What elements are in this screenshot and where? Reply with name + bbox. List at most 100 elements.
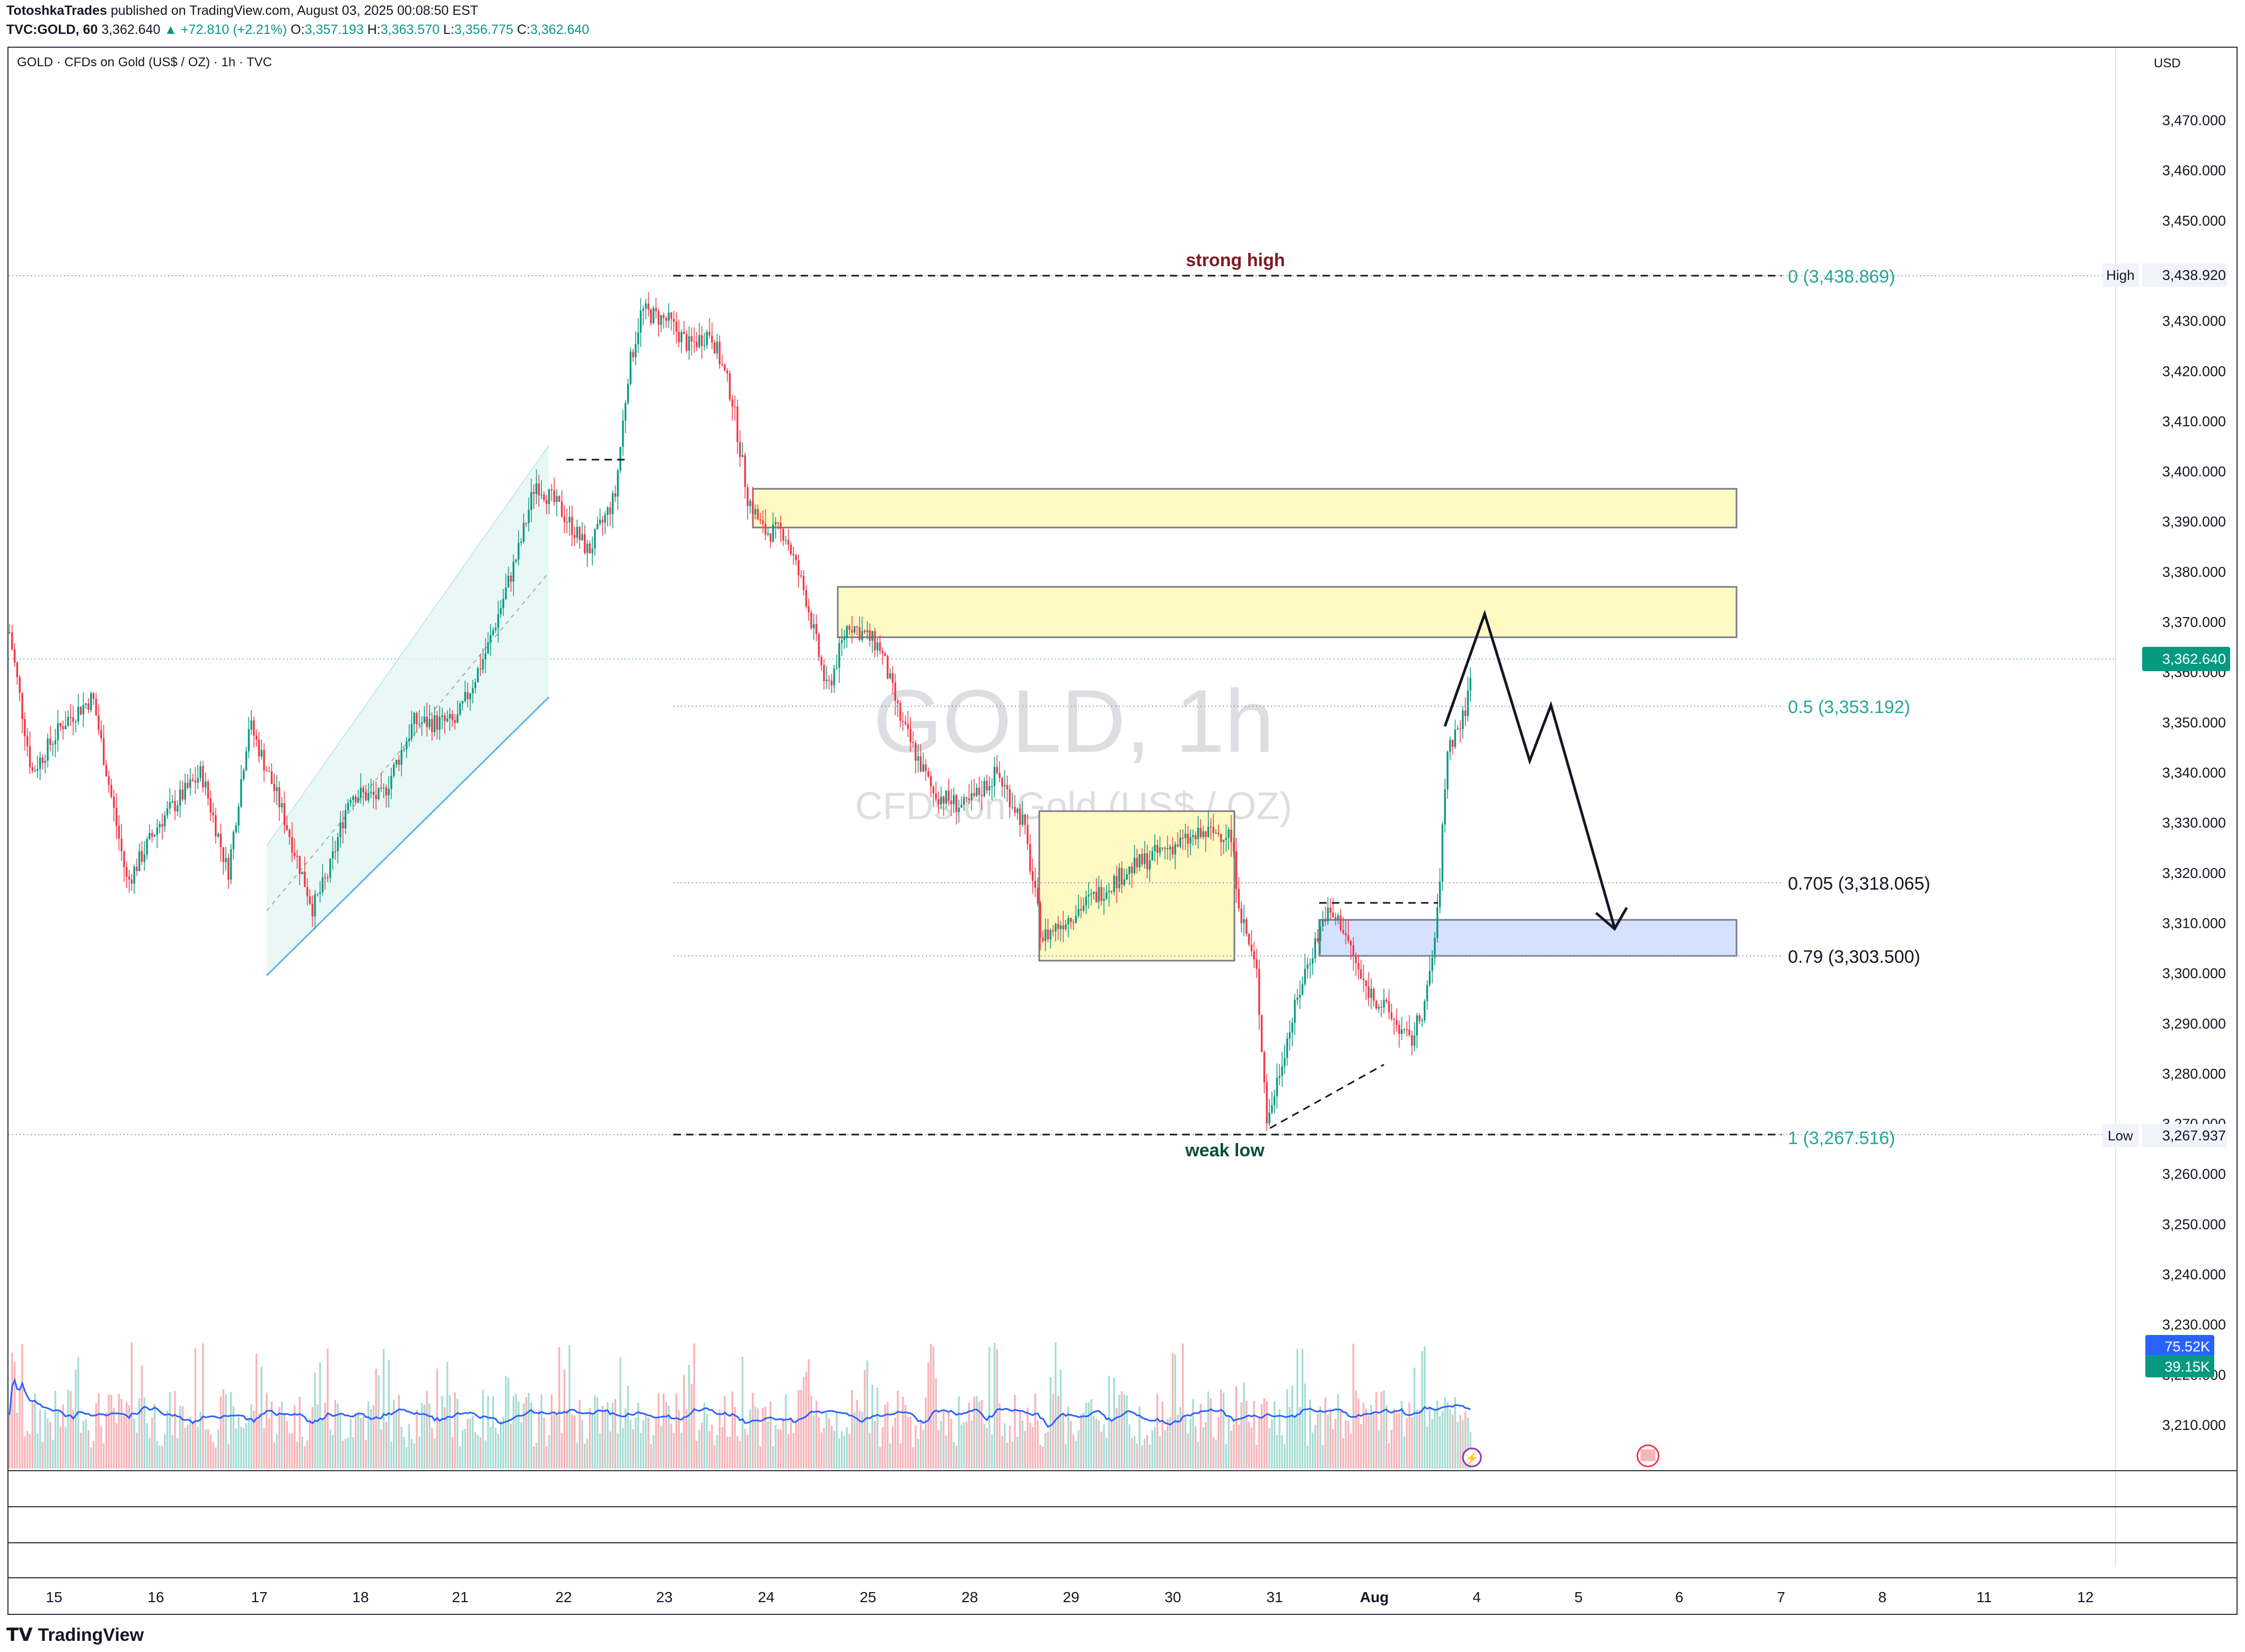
- candle-body[interactable]: [1301, 984, 1304, 995]
- candle-body[interactable]: [1075, 916, 1077, 923]
- candle-body[interactable]: [899, 703, 901, 721]
- candle-body[interactable]: [594, 529, 596, 549]
- candle-body[interactable]: [349, 799, 352, 803]
- candle-body[interactable]: [1406, 1029, 1408, 1030]
- candle-body[interactable]: [1088, 894, 1090, 897]
- candle-body[interactable]: [489, 635, 492, 643]
- candle-body[interactable]: [390, 776, 392, 789]
- candle-body[interactable]: [1441, 824, 1444, 882]
- candle-body[interactable]: [1357, 963, 1360, 970]
- strong-high-label[interactable]: strong high: [1186, 250, 1285, 270]
- candle-body[interactable]: [782, 529, 784, 541]
- candle-body[interactable]: [1266, 1082, 1268, 1123]
- candle-body[interactable]: [1250, 944, 1253, 952]
- candle-body[interactable]: [866, 630, 869, 632]
- candle-body[interactable]: [1370, 988, 1372, 998]
- candle-body[interactable]: [553, 490, 555, 503]
- candle-body[interactable]: [884, 653, 886, 656]
- candle-body[interactable]: [1167, 848, 1169, 849]
- candle-body[interactable]: [690, 336, 693, 341]
- candle-body[interactable]: [454, 720, 456, 723]
- candle-body[interactable]: [113, 797, 115, 808]
- candle-body[interactable]: [324, 877, 326, 878]
- candle-body[interactable]: [767, 533, 769, 535]
- candle-body[interactable]: [286, 825, 288, 830]
- candle-body[interactable]: [1426, 985, 1428, 1001]
- candle-body[interactable]: [533, 492, 535, 494]
- candle-body[interactable]: [1284, 1058, 1286, 1067]
- candle-body[interactable]: [1444, 789, 1446, 825]
- candle-body[interactable]: [1385, 999, 1388, 1001]
- candle-body[interactable]: [853, 626, 856, 633]
- candle-body[interactable]: [1118, 868, 1120, 889]
- earnings-event-icon[interactable]: [1462, 1447, 1482, 1468]
- candle-body[interactable]: [507, 575, 510, 588]
- candle-body[interactable]: [181, 789, 184, 800]
- candle-body[interactable]: [802, 576, 805, 591]
- candle-body[interactable]: [398, 760, 400, 765]
- candle-body[interactable]: [673, 319, 675, 322]
- candle-body[interactable]: [1095, 891, 1098, 902]
- candle-body[interactable]: [187, 783, 189, 788]
- candle-body[interactable]: [731, 399, 733, 407]
- candle-body[interactable]: [423, 716, 426, 723]
- candle-body[interactable]: [1288, 1032, 1291, 1039]
- candle-body[interactable]: [1027, 824, 1029, 845]
- candle-body[interactable]: [571, 516, 573, 535]
- candle-body[interactable]: [840, 640, 843, 644]
- candle-body[interactable]: [560, 502, 563, 517]
- candle-body[interactable]: [355, 796, 357, 803]
- candle-body[interactable]: [16, 662, 19, 678]
- publisher-name[interactable]: TotoshkaTrades: [6, 3, 107, 18]
- candle-body[interactable]: [1220, 834, 1222, 842]
- channel-upper-line[interactable]: [266, 445, 549, 846]
- candle-body[interactable]: [95, 699, 97, 716]
- candle-body[interactable]: [568, 516, 571, 522]
- candle-body[interactable]: [1169, 846, 1171, 849]
- candle-body[interactable]: [1233, 842, 1235, 852]
- candle-body[interactable]: [189, 779, 191, 788]
- candle-body[interactable]: [403, 749, 405, 750]
- candle-body[interactable]: [209, 798, 212, 813]
- channel-lower-line[interactable]: [266, 696, 550, 977]
- candle-body[interactable]: [881, 651, 884, 653]
- candle-body[interactable]: [1123, 879, 1126, 885]
- candle-body[interactable]: [510, 575, 512, 582]
- candle-body[interactable]: [1225, 838, 1227, 840]
- candle-body[interactable]: [441, 715, 443, 717]
- candle-body[interactable]: [1141, 854, 1143, 865]
- candle-body[interactable]: [1253, 951, 1255, 960]
- candle-body[interactable]: [1367, 986, 1370, 998]
- candle-body[interactable]: [276, 787, 278, 792]
- candle-body[interactable]: [1398, 1025, 1400, 1034]
- candle-body[interactable]: [1408, 1030, 1410, 1035]
- candle-body[interactable]: [21, 693, 23, 719]
- candle-body[interactable]: [940, 796, 942, 805]
- candle-body[interactable]: [1421, 1020, 1423, 1022]
- candle-body[interactable]: [1304, 969, 1306, 985]
- candle-body[interactable]: [433, 715, 436, 732]
- candle-body[interactable]: [619, 446, 621, 471]
- candle-body[interactable]: [420, 722, 423, 724]
- candle-body[interactable]: [1212, 827, 1215, 833]
- candle-body[interactable]: [85, 703, 87, 705]
- candle-body[interactable]: [871, 631, 873, 641]
- candle-body[interactable]: [550, 489, 553, 490]
- candle-body[interactable]: [734, 406, 736, 408]
- candle-body[interactable]: [1246, 919, 1248, 934]
- candle-body[interactable]: [629, 352, 632, 384]
- candle-body[interactable]: [520, 541, 522, 543]
- candle-body[interactable]: [757, 509, 759, 520]
- candle-body[interactable]: [51, 744, 54, 745]
- candle-body[interactable]: [1205, 831, 1207, 837]
- candle-body[interactable]: [1403, 1029, 1406, 1030]
- candle-body[interactable]: [1215, 832, 1217, 834]
- candle-body[interactable]: [1309, 963, 1311, 964]
- candle-body[interactable]: [311, 903, 313, 917]
- candle-body[interactable]: [26, 736, 29, 746]
- candle-body[interactable]: [1396, 1020, 1398, 1025]
- candle-body[interactable]: [253, 720, 255, 736]
- candle-body[interactable]: [1296, 997, 1299, 1000]
- candle-body[interactable]: [897, 700, 899, 704]
- candle-body[interactable]: [1029, 844, 1031, 872]
